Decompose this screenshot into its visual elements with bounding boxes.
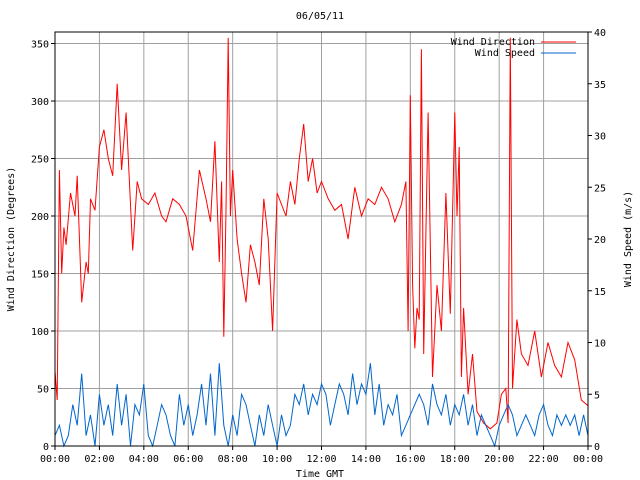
- y-left-tick-label: 100: [31, 327, 49, 338]
- y-right-tick-label: 15: [594, 287, 606, 298]
- y-right-tick-label: 40: [594, 28, 606, 39]
- y-left-tick-label: 200: [31, 212, 49, 223]
- x-tick-label: 14:00: [351, 454, 381, 465]
- x-axis-label: Time GMT: [296, 469, 344, 480]
- series-line-wind-direction: [54, 37, 589, 430]
- y-right-tick-label: 30: [594, 132, 606, 143]
- legend: Wind Direction Wind Speed: [451, 37, 576, 59]
- y-left-tick-label: 150: [31, 270, 49, 281]
- y-right-tick-label: 20: [594, 235, 606, 246]
- y-left-tick-label: 250: [31, 155, 49, 166]
- y-right-tick-label: 0: [594, 442, 600, 453]
- legend-label-direction: Wind Direction: [451, 37, 535, 48]
- x-tick-label: 20:00: [484, 454, 514, 465]
- x-tick-label: 10:00: [262, 454, 292, 465]
- x-tick-label: 22:00: [529, 454, 559, 465]
- y-axis-label-right: Wind Speed (m/s): [623, 191, 634, 287]
- y-axis-label-left: Wind Direction (Degrees): [6, 167, 17, 312]
- x-tick-label: 08:00: [218, 454, 248, 465]
- y-right-tick-label: 10: [594, 339, 606, 350]
- y-right-tick-label: 25: [594, 183, 606, 194]
- y-right-tick-label: 35: [594, 80, 606, 91]
- y-left-tick-label: 50: [37, 385, 49, 396]
- x-tick-label: 12:00: [306, 454, 336, 465]
- x-tick-label: 00:00: [40, 454, 70, 465]
- y-left-tick-label: 350: [31, 40, 49, 51]
- series-layer: [54, 37, 589, 448]
- series-line-wind-speed: [54, 363, 589, 448]
- y-right-tick-label: 5: [594, 390, 600, 401]
- x-tick-label: 06:00: [173, 454, 203, 465]
- x-tick-label: 16:00: [395, 454, 425, 465]
- y-left-tick-label: 0: [43, 442, 49, 453]
- x-tick-label: 18:00: [440, 454, 470, 465]
- x-tick-label: 02:00: [84, 454, 114, 465]
- legend-label-speed: Wind Speed: [475, 48, 535, 59]
- ticks: 00:00 02:00 04:00 06:00 08:00 10:00 12:00 14:00…: [31, 28, 606, 465]
- chart-title: 06/05/11: [296, 11, 344, 22]
- x-tick-label: 00:00: [573, 454, 603, 465]
- y-left-tick-label: 300: [31, 97, 49, 108]
- x-tick-label: 04:00: [129, 454, 159, 465]
